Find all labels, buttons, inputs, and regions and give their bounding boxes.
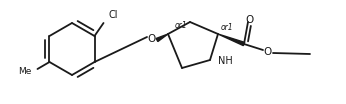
Text: or1: or1	[175, 22, 188, 30]
Polygon shape	[218, 34, 245, 46]
Text: O: O	[245, 15, 253, 25]
Polygon shape	[156, 34, 168, 41]
Text: Cl: Cl	[109, 10, 118, 20]
Text: O: O	[264, 47, 272, 57]
Text: or1: or1	[221, 24, 234, 32]
Text: O: O	[148, 34, 156, 44]
Text: Me: Me	[18, 66, 31, 76]
Text: NH: NH	[218, 56, 233, 66]
